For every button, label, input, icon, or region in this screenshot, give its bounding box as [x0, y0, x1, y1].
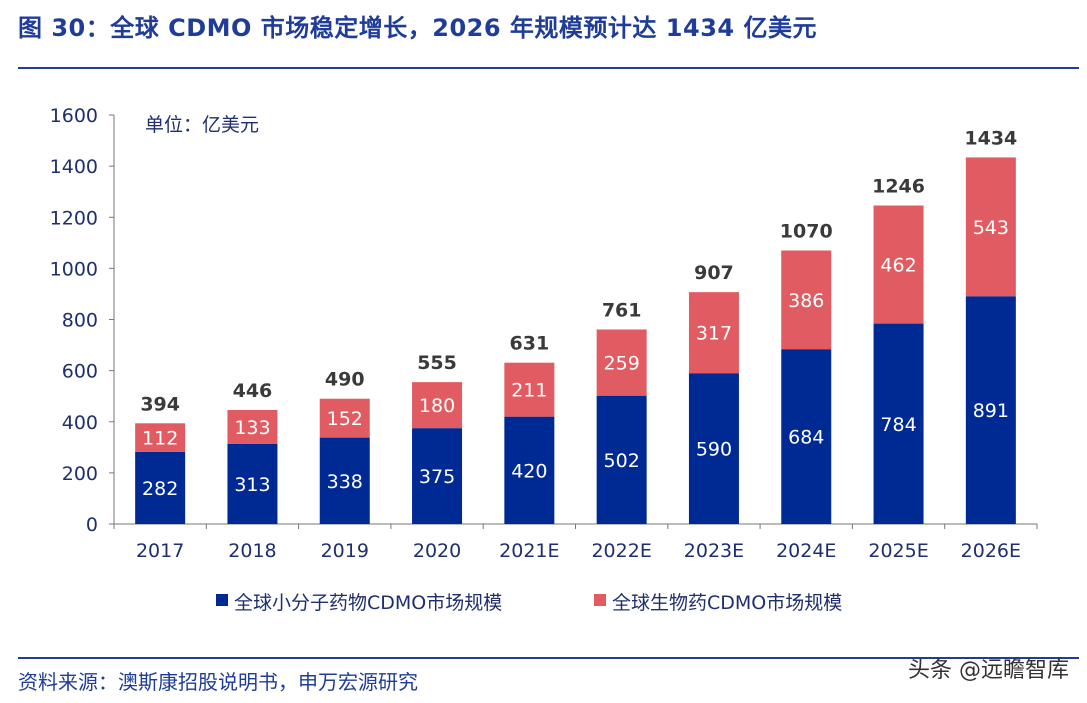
value-label-small-molecule: 375 — [419, 466, 455, 488]
bar-small-molecule — [965, 296, 1016, 524]
x-axis: 2017 2018 2019 2020 2021E 2022E 2023E 2024E 2025… — [113, 523, 1038, 562]
value-label-biologics: 462 — [880, 255, 916, 277]
x-tick-label: 2021E — [499, 540, 559, 562]
source-rule — [18, 657, 1079, 659]
value-label-biologics: 543 — [973, 217, 1009, 239]
total-label: 1434 — [964, 127, 1017, 149]
value-label-small-molecule: 784 — [880, 414, 916, 436]
x-tick-label: 2023E — [684, 540, 744, 562]
bar-biologics — [135, 423, 186, 452]
legend-swatch-biologics — [594, 594, 606, 606]
bar-small-molecule — [319, 437, 370, 524]
y-tick-label: 0 — [86, 514, 98, 536]
x-tick-label: 2024E — [776, 540, 836, 562]
y-tick-label: 400 — [62, 412, 98, 434]
bar-biologics — [412, 382, 463, 429]
total-label: 446 — [233, 380, 273, 402]
bar-small-molecule — [688, 373, 739, 524]
bar-small-molecule — [227, 443, 278, 524]
value-label-small-molecule: 891 — [973, 400, 1009, 422]
total-label: 1070 — [780, 220, 833, 242]
value-label-biologics: 133 — [234, 417, 270, 439]
y-tick-label: 200 — [62, 463, 98, 485]
value-label-small-molecule: 684 — [788, 427, 824, 449]
bar-small-molecule — [135, 451, 186, 524]
x-tick-label: 2018 — [228, 540, 276, 562]
value-label-biologics: 386 — [788, 290, 824, 312]
y-tick-label: 1600 — [50, 105, 98, 127]
y-tick-label: 600 — [62, 361, 98, 383]
total-label: 1246 — [872, 175, 925, 197]
value-label-small-molecule: 420 — [511, 460, 547, 482]
total-label: 490 — [325, 369, 365, 391]
bar-biologics — [781, 250, 832, 350]
bar-biologics — [873, 205, 924, 324]
bar-biologics — [227, 409, 278, 444]
value-label-small-molecule: 313 — [234, 474, 270, 496]
stacked-bar-chart: 单位：亿美元 0 200 400 600 800 1000 1200 1400 1600 201… — [50, 105, 1038, 614]
total-label: 761 — [602, 299, 642, 321]
x-tick-label: 2025E — [868, 540, 928, 562]
y-tick-label: 1000 — [50, 258, 98, 280]
x-tick-label: 2019 — [321, 540, 369, 562]
y-tick-label: 800 — [62, 310, 98, 332]
x-tick-label: 2017 — [136, 540, 184, 562]
value-label-biologics: 317 — [696, 323, 732, 345]
legend: 全球小分子药物CDMO市场规模 全球生物药CDMO市场规模 — [216, 592, 842, 614]
total-label: 394 — [140, 393, 180, 415]
title-rule — [18, 67, 1079, 69]
bar-biologics — [596, 329, 647, 396]
x-tick-label: 2022E — [591, 540, 651, 562]
y-tick-label: 1200 — [50, 207, 98, 229]
bar-small-molecule — [412, 428, 463, 524]
total-label: 907 — [694, 262, 734, 284]
legend-label-small-molecule: 全球小分子药物CDMO市场规模 — [234, 592, 502, 614]
watermark: 头条 @远瞻智库 — [908, 658, 1069, 683]
value-label-biologics: 259 — [604, 353, 640, 375]
x-tick-label: 2020 — [413, 540, 461, 562]
bar-small-molecule — [873, 323, 924, 524]
value-label-biologics: 180 — [419, 395, 455, 417]
bar-biologics — [965, 157, 1016, 297]
total-label: 631 — [510, 333, 550, 355]
figure-title: 图 30：全球 CDMO 市场稳定增长，2026 年规模预计达 1434 亿美元 — [18, 14, 817, 42]
value-label-small-molecule: 502 — [604, 450, 640, 472]
y-axis: 0 200 400 600 800 1000 1200 1400 1600 — [50, 105, 115, 536]
bars: 282 112 394 313 133 446 338 152 490 375 180 555 420 2… — [135, 127, 1017, 524]
value-label-small-molecule: 282 — [142, 478, 178, 500]
unit-label: 单位：亿美元 — [145, 114, 259, 136]
total-label: 555 — [417, 352, 457, 374]
x-tick-label: 2026E — [961, 540, 1021, 562]
legend-label-biologics: 全球生物药CDMO市场规模 — [612, 592, 842, 614]
bar-small-molecule — [781, 349, 832, 524]
bar-biologics — [688, 292, 739, 374]
bar-biologics — [504, 362, 555, 417]
value-label-biologics: 112 — [142, 428, 178, 450]
value-label-small-molecule: 338 — [327, 471, 363, 493]
bar-small-molecule — [504, 416, 555, 524]
legend-swatch-small-molecule — [216, 594, 228, 606]
value-label-small-molecule: 590 — [696, 439, 732, 461]
value-label-biologics: 211 — [511, 380, 547, 402]
y-tick-label: 1400 — [50, 156, 98, 178]
source-note: 资料来源：澳斯康招股说明书，申万宏源研究 — [18, 670, 418, 694]
bar-small-molecule — [596, 395, 647, 524]
bar-biologics — [319, 398, 370, 438]
value-label-biologics: 152 — [327, 408, 363, 430]
